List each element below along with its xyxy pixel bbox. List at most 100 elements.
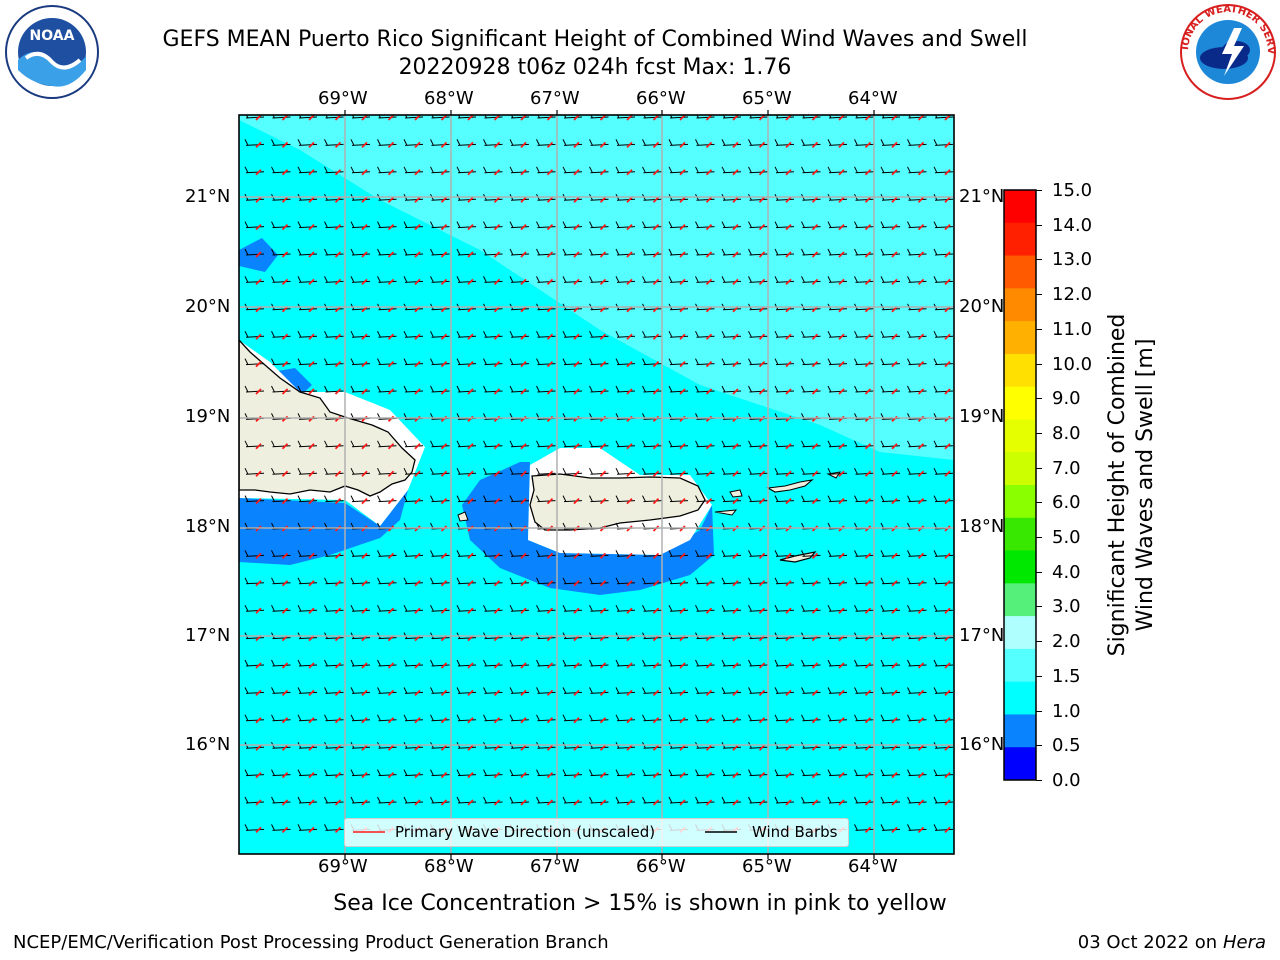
wind-barb: [881, 280, 901, 283]
lat-label-right: 18°N: [959, 516, 1005, 537]
wind-barb: [325, 691, 344, 694]
wave-direction-arrow: [652, 223, 660, 231]
lon-label-bottom: 67°W: [530, 856, 580, 877]
wind-barb: [378, 746, 397, 749]
wave-direction-arrow: [255, 580, 262, 587]
wave-direction-arrow: [546, 689, 554, 697]
wave-direction-arrow: [281, 717, 289, 724]
wave-direction-arrow: [520, 360, 527, 368]
wind-barb: [590, 664, 609, 667]
wave-direction-arrow: [334, 223, 342, 231]
wind-barb: [431, 582, 450, 585]
wave-direction-arrow: [414, 115, 421, 121]
wave-direction-arrow: [573, 607, 580, 614]
wave-direction-arrow: [626, 470, 633, 477]
wind-barb: [484, 664, 503, 667]
wave-direction-arrow: [334, 141, 342, 149]
wind-barb: [616, 253, 636, 256]
wave-direction-arrow: [361, 415, 368, 423]
wind-barb: [484, 774, 503, 777]
wave-direction-arrow: [387, 278, 395, 286]
wind-barb: [934, 116, 954, 119]
wave-direction-arrow: [255, 196, 262, 203]
wind-barb: [881, 390, 901, 393]
wind-barb: [245, 171, 265, 174]
wind-barb: [722, 774, 742, 777]
wave-direction-arrow: [944, 497, 951, 505]
wave-direction-arrow: [281, 196, 289, 203]
colorbar-segment: [1004, 714, 1036, 748]
colorbar-svg: [1003, 189, 1037, 781]
colorbar-title-line1: Significant Height of Combined: [1105, 313, 1130, 657]
wave-direction-arrow: [732, 580, 739, 587]
wave-direction-arrow: [811, 497, 819, 505]
lon-label-top: 69°W: [318, 88, 368, 109]
wave-direction-arrow: [387, 470, 395, 477]
lat-label-right: 16°N: [959, 734, 1005, 755]
wave-direction-arrow: [467, 607, 474, 614]
wind-barb: [855, 226, 874, 229]
wind-barb: [749, 582, 768, 585]
colorbar-segment: [1004, 321, 1036, 355]
wave-direction-arrow: [467, 223, 474, 231]
wind-barb: [404, 774, 424, 777]
wind-barb: [881, 363, 901, 366]
wave-direction-arrow: [414, 141, 421, 149]
wind-barb: [404, 637, 424, 640]
wind-barb: [484, 116, 503, 119]
wave-direction-arrow: [493, 251, 501, 258]
wind-barb: [669, 609, 689, 612]
wave-direction-arrow: [599, 360, 607, 368]
wind-barb: [669, 500, 689, 503]
wind-barb: [696, 609, 715, 612]
wind-barb: [828, 308, 848, 311]
wave-direction-arrow: [652, 607, 660, 614]
wave-direction-arrow: [334, 470, 342, 477]
colorbar-tick-label: 13.0: [1052, 249, 1093, 271]
wave-direction-arrow: [652, 771, 660, 779]
wave-direction-arrow: [758, 689, 766, 697]
wave-direction-arrow: [573, 799, 580, 806]
wind-barb: [802, 637, 821, 640]
wind-barb: [696, 363, 715, 366]
wind-barb: [775, 609, 795, 612]
wind-barb: [404, 198, 424, 201]
wave-direction-arrow: [917, 580, 925, 587]
wind-barb: [934, 253, 954, 256]
wave-direction-arrow: [626, 333, 633, 340]
wave-direction-arrow: [891, 607, 898, 614]
wave-direction-arrow: [308, 799, 315, 806]
wind-barb: [563, 253, 583, 256]
wind-barb: [272, 226, 291, 229]
colorbar-tick-label: 2.0: [1052, 631, 1081, 653]
wave-direction-arrow: [785, 169, 792, 176]
wind-barb: [537, 500, 556, 503]
wave-direction-arrow: [308, 662, 315, 669]
wave-direction-arrow: [917, 333, 925, 340]
wind-barb: [378, 308, 397, 311]
wave-direction-arrow: [679, 443, 686, 450]
wave-direction-arrow: [679, 388, 686, 395]
wind-barb: [934, 828, 954, 831]
wind-barb: [325, 774, 344, 777]
wave-direction-arrow: [864, 141, 872, 149]
wind-barb: [775, 198, 795, 201]
wind-barb: [643, 637, 662, 640]
wind-barb: [404, 335, 424, 338]
wind-barb: [643, 198, 662, 201]
wind-barb: [669, 637, 689, 640]
wind-barb: [722, 171, 742, 174]
wind-barb: [908, 335, 927, 338]
wave-direction-arrow: [573, 580, 580, 587]
lon-label-top: 68°W: [424, 88, 474, 109]
wave-direction-arrow: [705, 662, 713, 669]
wave-direction-arrow: [467, 278, 474, 286]
wind-barb: [934, 637, 954, 640]
wave-direction-arrow: [334, 333, 342, 340]
wind-barb: [404, 445, 424, 448]
wave-direction-arrow: [281, 744, 289, 751]
wave-direction-arrow: [864, 607, 872, 614]
wave-direction-arrow: [255, 251, 262, 258]
wave-direction-arrow: [679, 744, 686, 751]
wind-barb: [616, 335, 636, 338]
